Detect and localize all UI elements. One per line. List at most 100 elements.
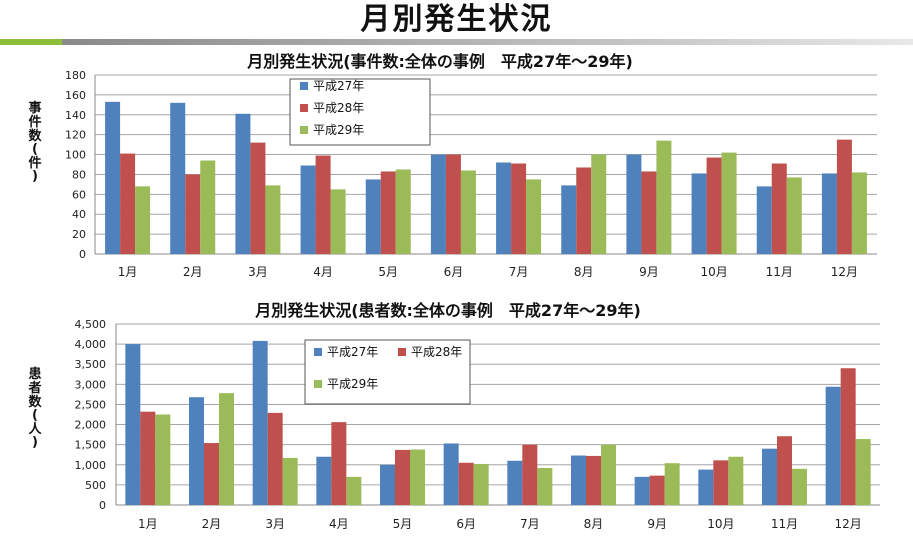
y-tick-label: 120 <box>65 129 86 142</box>
bar-平成29年-3月 <box>265 185 281 254</box>
bar-平成29年-12月 <box>851 172 867 254</box>
legend-swatch <box>398 348 406 356</box>
bar-平成27年-3月 <box>252 340 268 505</box>
bar-平成28年-4月 <box>331 422 347 505</box>
plot-area <box>116 324 880 505</box>
y-tick-label: 4,000 <box>75 338 107 351</box>
bar-平成28年-2月 <box>185 174 201 254</box>
bar-平成28年-5月 <box>380 171 396 254</box>
legend-label: 平成27年 <box>327 345 378 359</box>
bar-平成29年-8月 <box>601 444 616 505</box>
bar-平成29年-3月 <box>282 457 298 505</box>
title-underline <box>0 39 913 45</box>
bar-平成29年-2月 <box>219 393 234 505</box>
x-tick-label: 9月 <box>639 265 659 279</box>
y-axis-label: 患者数(人) <box>27 366 42 450</box>
legend-label: 平成28年 <box>313 101 364 115</box>
legend-swatch <box>300 126 308 134</box>
bar-平成28年-8月 <box>586 455 601 505</box>
legend-box <box>304 339 471 405</box>
y-tick-label: 4,500 <box>75 318 107 331</box>
bar-平成28年-11月 <box>771 163 787 254</box>
legend-label: 平成27年 <box>313 79 364 93</box>
title-underline-accent <box>0 39 62 45</box>
bar-平成29年-5月 <box>395 169 411 254</box>
bar-平成27年-10月 <box>698 469 714 505</box>
y-tick-label: 140 <box>65 109 86 122</box>
bar-平成27年-6月 <box>443 443 459 505</box>
bar-平成27年-2月 <box>189 397 204 505</box>
y-tick-label: 0 <box>99 499 106 512</box>
y-tick-label: 180 <box>65 69 86 82</box>
x-tick-label: 4月 <box>313 265 333 279</box>
bar-平成28年-9月 <box>649 475 665 505</box>
bar-平成27年-8月 <box>561 185 577 254</box>
bar-平成29年-2月 <box>200 160 216 254</box>
bar-平成27年-5月 <box>380 464 395 505</box>
bar-平成27年-9月 <box>634 476 650 505</box>
x-tick-label: 12月 <box>835 517 862 531</box>
bar-平成27年-3月 <box>235 113 251 255</box>
bar-平成28年-8月 <box>576 167 592 254</box>
bar-平成27年-6月 <box>430 154 446 254</box>
bar-平成29年-6月 <box>473 463 489 505</box>
bar-平成29年-11月 <box>792 468 807 505</box>
bar-平成28年-12月 <box>836 139 852 254</box>
bar-平成28年-1月 <box>120 153 136 254</box>
bar-平成27年-8月 <box>571 455 586 505</box>
title-underline-bar <box>62 39 913 45</box>
legend-box <box>289 78 431 146</box>
bar-平成27年-10月 <box>691 173 707 254</box>
bar-平成29年-4月 <box>346 476 362 505</box>
bar-平成27年-1月 <box>105 101 121 254</box>
x-tick-label: 10月 <box>700 265 727 279</box>
x-tick-label: 8月 <box>574 265 594 279</box>
x-tick-label: 1月 <box>118 265 138 279</box>
y-tick-label: 2,500 <box>75 398 107 411</box>
legend-swatch <box>314 380 322 388</box>
bar-平成28年-3月 <box>267 412 283 505</box>
y-tick-label: 3,000 <box>75 378 107 391</box>
bar-平成27年-4月 <box>300 165 316 254</box>
x-tick-label: 3月 <box>265 517 285 531</box>
plot-area <box>95 75 877 254</box>
y-tick-label: 20 <box>72 228 86 241</box>
legend-swatch <box>300 82 308 90</box>
x-tick-label: 11月 <box>766 265 793 279</box>
bar-平成29年-1月 <box>135 186 151 254</box>
y-tick-label: 0 <box>79 248 86 261</box>
bar-平成28年-5月 <box>395 449 410 505</box>
chart-title: 月別発生状況(患者数:全体の事例 平成27年～29年) <box>254 301 641 320</box>
bar-平成27年-7月 <box>507 460 523 505</box>
y-tick-label: 3,500 <box>75 358 107 371</box>
chart-title: 月別発生状況(事件数:全体の事例 平成27年～29年) <box>246 52 633 71</box>
x-tick-label: 5月 <box>393 517 413 531</box>
x-tick-label: 10月 <box>707 517 734 531</box>
x-tick-label: 5月 <box>378 265 398 279</box>
x-tick-label: 12月 <box>831 265 858 279</box>
y-tick-label: 40 <box>72 208 86 221</box>
bar-平成29年-1月 <box>155 414 171 505</box>
bar-平成28年-1月 <box>140 411 156 505</box>
x-tick-label: 1月 <box>138 517 158 531</box>
bar-平成29年-9月 <box>656 140 672 254</box>
bar-平成29年-5月 <box>410 449 425 505</box>
bar-平成28年-9月 <box>641 171 657 254</box>
bar-平成27年-11月 <box>756 186 772 254</box>
x-tick-label: 9月 <box>647 517 667 531</box>
x-tick-label: 6月 <box>456 517 476 531</box>
x-tick-label: 6月 <box>444 265 464 279</box>
y-tick-label: 500 <box>85 479 106 492</box>
bar-平成27年-2月 <box>170 102 186 254</box>
bar-平成29年-12月 <box>855 439 871 505</box>
bar-平成28年-7月 <box>511 163 527 254</box>
bar-平成28年-12月 <box>840 368 856 505</box>
bar-平成27年-4月 <box>316 456 332 505</box>
bar-平成27年-12月 <box>821 173 837 254</box>
bar-平成28年-11月 <box>777 436 792 505</box>
y-tick-label: 100 <box>65 149 86 162</box>
bar-平成29年-7月 <box>537 467 553 505</box>
x-tick-label: 2月 <box>183 265 203 279</box>
